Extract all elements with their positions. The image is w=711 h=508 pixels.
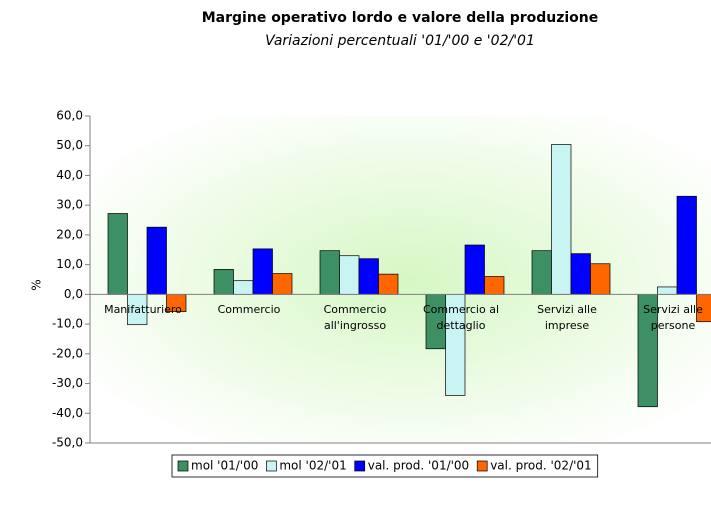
bar [531,250,552,295]
y-tick-label: 30,0 [56,198,83,212]
y-tick-label: 60,0 [56,109,83,123]
bar [107,213,128,295]
y-tick-label: -40,0 [52,406,83,420]
bar [319,250,340,295]
bar [339,255,360,295]
y-tick-label: -50,0 [52,436,83,450]
x-tick-label: Servizi alle imprese [537,303,597,333]
legend-label: val. prod. '01/'00 [368,459,469,473]
bar [676,195,697,295]
y-tick-label: -10,0 [52,317,83,331]
legend-box [171,454,599,478]
plot-area [90,116,711,443]
bar [378,273,399,295]
bar [213,269,234,295]
x-tick-label: Servizi alle persone [643,303,703,333]
legend-swatch [177,460,189,472]
chart-title: Margine operativo lordo e valore della p… [202,10,599,26]
x-tick-label: Commercio [217,303,281,317]
legend-swatch [476,460,488,472]
bar [551,144,572,295]
bar [484,276,505,295]
bar [252,248,273,295]
legend-label: mol '02/'01 [279,459,346,473]
legend-swatch [354,460,366,472]
bar [146,226,167,295]
bar [657,286,678,295]
legend-swatch [266,460,277,472]
x-tick-label: Commercio al dettaglio [422,303,500,333]
y-tick-label: 50,0 [56,138,83,152]
y-axis-label: % [30,279,44,290]
x-tick-label: Commercio all'ingrosso [323,303,387,333]
y-tick-label: 40,0 [56,168,83,182]
bar [233,280,254,295]
y-tick-label: -30,0 [52,376,83,390]
y-tick-label: -20,0 [52,346,83,360]
x-tick-label: Manifatturiero [104,303,182,317]
legend-label: val. prod. '02/'01 [490,459,591,473]
y-tick-label: 0,0 [64,287,83,301]
chart-subtitle: Variazioni percentuali '01/'00 e '02/'01 [265,33,535,49]
y-tick-label: 20,0 [56,227,83,241]
bar [358,258,379,295]
y-tick-label: 10,0 [56,257,83,271]
bar [570,253,591,295]
bar [464,244,485,295]
bar [272,273,293,295]
bar [590,263,611,295]
legend-label: mol '01/'00 [191,459,258,473]
